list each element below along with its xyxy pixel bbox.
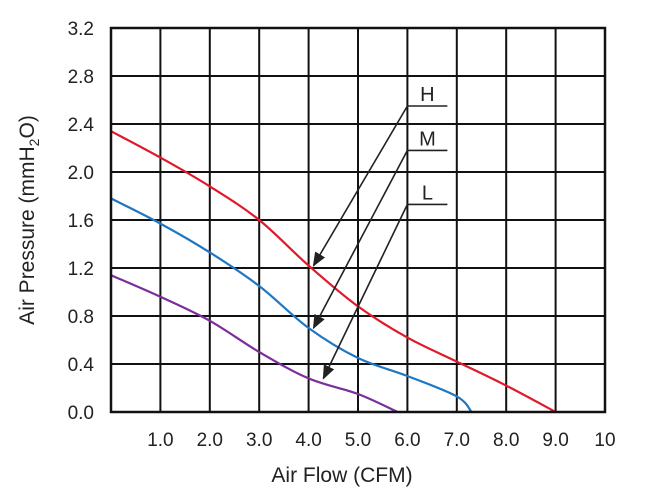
grid [111,28,605,412]
y-tick-label: 2.0 [68,163,94,184]
y-axis-title-subscript: 2 [26,138,42,146]
annotation-label-m: M [419,128,436,150]
x-tick-label: 9.0 [542,430,568,451]
series-m-line [110,197,473,413]
y-tick-label: 3.2 [68,19,94,40]
annotation-arrow [312,105,409,267]
y-tick-label: 1.2 [68,259,94,280]
x-tick-labels: 1.0 2.0 3.0 4.0 5.0 6.0 7.0 8.0 9.0 10 [147,430,615,451]
y-tick-label: 0.8 [68,307,94,328]
x-axis-title: Air Flow (CFM) [271,464,412,487]
x-tick-label: 3.0 [246,430,272,451]
x-tick-label: 7.0 [444,430,470,451]
y-tick-label: 0.4 [68,355,95,376]
x-tick-label: 2.0 [197,430,223,451]
y-tick-label: 2.8 [68,67,94,88]
annotation-label-h: H [420,84,434,106]
x-tick-label: 6.0 [394,430,420,451]
x-tick-label: 1.0 [147,430,173,451]
annotations: HM L [312,84,448,380]
annotation-arrow [312,150,409,330]
y-tick-labels: 0.0 0.4 0.8 1.2 1.6 2.0 2.4 2.8 3.2 [68,19,95,424]
annotation-label-l: L [422,182,433,204]
curves [110,130,557,414]
y-axis-title: Air Pressure (mmH2O) [16,115,42,325]
y-tick-label: 2.4 [68,115,95,136]
y-tick-label: 0.0 [68,403,94,424]
annotation-arrow [322,204,409,380]
x-tick-label: 4.0 [295,430,321,451]
x-tick-label: 8.0 [493,430,519,451]
x-tick-label: 10 [594,430,615,451]
y-tick-label: 1.6 [68,211,94,232]
y-axis-title-prefix: Air Pressure (mmH [16,146,39,325]
series-l-line [110,274,398,414]
plot-frame [109,26,607,414]
x-tick-label: 5.0 [345,430,371,451]
series-h-line [110,130,557,413]
y-axis-title-suffix: O) [16,115,39,138]
